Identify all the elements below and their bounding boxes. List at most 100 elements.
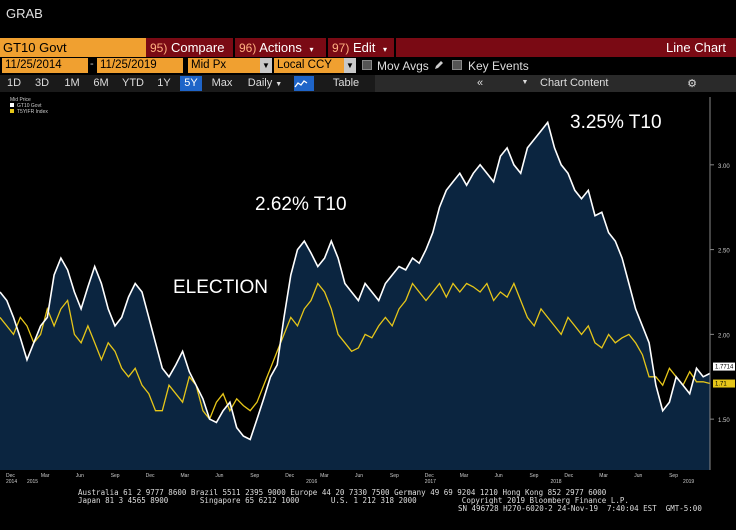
- window-titlebar: GRAB: [0, 0, 736, 38]
- x-tick-label: Mar: [41, 473, 50, 479]
- window-title: GRAB: [6, 6, 43, 21]
- menu-number: 97): [332, 41, 350, 55]
- last-value-box: [713, 362, 735, 371]
- x-tick-label: Mar: [460, 473, 469, 479]
- y-tick-label: 2.00: [718, 333, 730, 339]
- settings-bar: 11/25/2014 - 11/25/2019 Mid Px ▼ Local C…: [0, 57, 736, 75]
- legend-item: GT10 Govt: [17, 103, 42, 109]
- mov-avgs-label: Mov Avgs: [377, 59, 429, 73]
- frequency-select[interactable]: Daily ▼: [242, 76, 288, 91]
- x-tick-label: Sep: [669, 473, 678, 479]
- x-tick-label: Jun: [355, 473, 363, 479]
- period-3d[interactable]: 3D: [34, 77, 50, 89]
- actions-menu[interactable]: 96) Actions ▾: [239, 38, 314, 57]
- legend-header: Mid Price: [10, 97, 31, 103]
- x-tick-label: Dec: [285, 473, 294, 479]
- view-title: Line Chart: [666, 40, 726, 55]
- y-tick-label: 2.50: [718, 249, 730, 255]
- x-tick-label: Mar: [599, 473, 608, 479]
- x-tick-label: Sep: [250, 473, 259, 479]
- legend-swatch: [10, 103, 14, 107]
- period-1m[interactable]: 1M: [64, 77, 80, 89]
- currency-select[interactable]: Local CCY: [274, 58, 344, 73]
- chevron-down-icon: ▾: [383, 45, 388, 54]
- divider: [233, 38, 235, 57]
- line-chart-icon[interactable]: [294, 76, 314, 91]
- series-area-fill: [0, 122, 710, 471]
- period-max[interactable]: Max: [211, 77, 233, 89]
- x-tick-label: Jun: [76, 473, 84, 479]
- x-year-label: 2015: [27, 479, 38, 485]
- price-field-select[interactable]: Mid Px: [188, 58, 268, 73]
- x-tick-label: Sep: [530, 473, 539, 479]
- footer-contacts-1: Australia 61 2 9777 8600 Brazil 5511 239…: [78, 488, 607, 497]
- table-button[interactable]: Table: [332, 77, 360, 89]
- frequency-label: Daily: [247, 77, 273, 89]
- x-tick-label: Mar: [320, 473, 329, 479]
- mov-avgs-checkbox[interactable]: [362, 60, 372, 70]
- menu-label: Edit: [352, 40, 376, 55]
- x-tick-label: Sep: [390, 473, 399, 479]
- divider: [326, 38, 328, 57]
- legend-swatch: [10, 109, 14, 113]
- footer-session: SN 496728 H270-6020-2 24-Nov-19 7:40:04 …: [458, 504, 702, 513]
- chart-content-bar: [375, 75, 736, 92]
- double-chevron-left-icon[interactable]: «: [476, 77, 484, 89]
- legend-item: T5YIFR Index: [17, 109, 48, 115]
- pencil-icon[interactable]: [434, 60, 444, 70]
- period-5y[interactable]: 5Y: [180, 76, 202, 91]
- last-value-label: 1.71: [715, 382, 727, 388]
- menu-label: Actions: [259, 40, 302, 55]
- last-value-box: [713, 379, 735, 388]
- series-line-gt10-govt: [0, 120, 711, 441]
- chart-area: 3.00 2.50 2.00 1.50 1.7714 1.71 Dec Mar Jun Sep De…: [0, 92, 736, 486]
- period-ytd[interactable]: YTD: [122, 77, 144, 89]
- y-tick-label: 1.50: [718, 418, 730, 424]
- menu-label: Compare: [170, 40, 225, 55]
- x-tick-label: Jun: [495, 473, 503, 479]
- x-year-label: 2018: [550, 479, 561, 485]
- x-year-label: 2017: [425, 479, 436, 485]
- x-year-label: 2019: [683, 479, 694, 485]
- x-tick-label: Jun: [634, 473, 642, 479]
- chevron-down-icon: ▼: [275, 81, 283, 88]
- start-date-field[interactable]: 11/25/2014: [2, 58, 88, 73]
- gear-icon[interactable]: ⚙: [687, 78, 697, 90]
- x-year-label: 2016: [306, 479, 317, 485]
- chevron-down-icon: ▼: [521, 79, 529, 86]
- key-events-checkbox[interactable]: [452, 60, 462, 70]
- period-6m[interactable]: 6M: [93, 77, 109, 89]
- period-1y[interactable]: 1Y: [157, 77, 171, 89]
- x-tick-label: Sep: [111, 473, 120, 479]
- chart-content-menu[interactable]: Chart Content: [540, 77, 609, 89]
- divider: [394, 38, 396, 57]
- x-tick-label: Mar: [181, 473, 190, 479]
- price-chart: 3.00 2.50 2.00 1.50 1.7714 1.71 Dec Mar Jun Sep De…: [0, 97, 735, 485]
- x-tick-label: Dec: [6, 473, 15, 479]
- annotation-label: ELECTION: [173, 277, 268, 298]
- key-events-label: Key Events: [468, 59, 529, 73]
- period-1d[interactable]: 1D: [6, 77, 22, 89]
- compare-button[interactable]: 95) Compare: [150, 38, 224, 57]
- command-bar: GT10 Govt 95) Compare 96) Actions ▾ 97) …: [0, 38, 736, 57]
- chevron-down-icon[interactable]: ▼: [260, 58, 272, 73]
- end-date-field[interactable]: 11/25/2019: [97, 58, 183, 73]
- menu-number: 95): [150, 41, 168, 55]
- x-tick-label: Jun: [215, 473, 223, 479]
- chevron-down-icon: ▾: [309, 45, 314, 54]
- date-separator: -: [90, 58, 94, 70]
- footer-contacts-2: Japan 81 3 4565 8900 Singapore 65 6212 1…: [78, 496, 629, 505]
- menu-number: 96): [239, 41, 257, 55]
- ticker-input[interactable]: GT10 Govt: [0, 38, 146, 57]
- period-bar: 1D 3D 1M 6M YTD 1Y 5Y Max Daily ▼ Table …: [0, 75, 736, 92]
- x-tick-label: Dec: [425, 473, 434, 479]
- x-tick-label: Dec: [564, 473, 573, 479]
- series-line-t5yifr-index: [0, 281, 711, 421]
- edit-menu[interactable]: 97) Edit ▾: [332, 38, 387, 57]
- x-year-label: 2014: [6, 479, 17, 485]
- last-value-label: 1.7714: [715, 365, 734, 371]
- chevron-down-icon[interactable]: ▼: [344, 58, 356, 73]
- x-tick-label: Dec: [146, 473, 155, 479]
- footer: Australia 61 2 9777 8600 Brazil 5511 239…: [0, 486, 736, 530]
- y-tick-label: 3.00: [718, 164, 730, 170]
